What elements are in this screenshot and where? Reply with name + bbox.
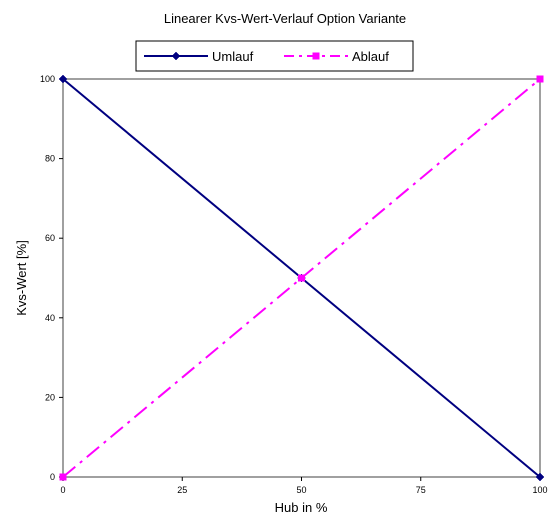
y-tick-label: 0 bbox=[50, 472, 55, 482]
x-tick-label: 75 bbox=[416, 485, 426, 495]
y-tick-label: 80 bbox=[45, 154, 55, 164]
x-tick-label: 100 bbox=[532, 485, 547, 495]
data-point bbox=[298, 274, 305, 282]
legend-marker bbox=[312, 52, 320, 60]
y-tick-label: 40 bbox=[45, 313, 55, 323]
x-tick-label: 25 bbox=[177, 485, 187, 495]
data-point bbox=[535, 472, 545, 482]
x-tick-label: 0 bbox=[60, 485, 65, 495]
chart-title: Linearer Kvs-Wert-Verlauf Option Variant… bbox=[164, 11, 406, 26]
y-axis: 0 20 40 60 80 100 bbox=[40, 74, 63, 482]
y-tick-label: 60 bbox=[45, 233, 55, 243]
x-axis-label: Hub in % bbox=[275, 500, 328, 515]
legend-label-ablauf: Ablauf bbox=[352, 49, 389, 64]
y-tick-label: 20 bbox=[45, 392, 55, 402]
y-tick-label: 100 bbox=[40, 74, 55, 84]
data-point bbox=[58, 74, 68, 84]
data-point bbox=[536, 75, 544, 83]
legend-label-umlauf: Umlauf bbox=[212, 49, 254, 64]
x-tick-label: 50 bbox=[296, 485, 306, 495]
y-axis-label: Kvs-Wert [%] bbox=[14, 240, 29, 316]
series-ablauf bbox=[59, 75, 544, 481]
legend-marker bbox=[171, 51, 181, 61]
x-axis: 0 25 50 75 100 bbox=[60, 477, 548, 495]
legend: Umlauf Ablauf bbox=[135, 40, 414, 72]
series-layer bbox=[58, 74, 545, 482]
data-point bbox=[59, 473, 67, 481]
